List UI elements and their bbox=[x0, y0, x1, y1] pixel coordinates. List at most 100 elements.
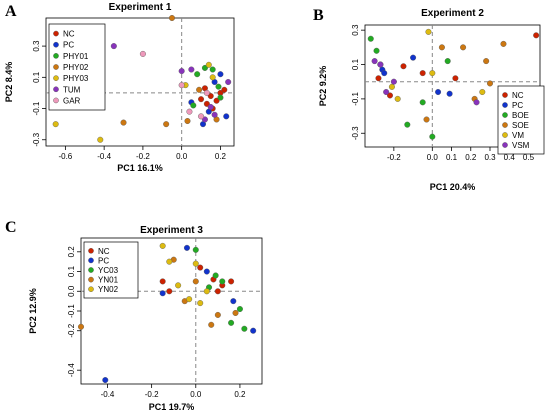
legend-marker-phy02 bbox=[53, 64, 59, 70]
point-phy02 bbox=[120, 119, 127, 126]
legend-marker-yc03 bbox=[88, 267, 94, 273]
y-tick-label: -0.3 bbox=[32, 132, 41, 146]
panel-letter: B bbox=[313, 7, 324, 24]
point-phy01 bbox=[201, 64, 208, 71]
legend-marker-tum bbox=[53, 86, 59, 93]
legend-marker-nc bbox=[88, 247, 94, 254]
legend-marker-yn01 bbox=[88, 276, 94, 283]
point-phy02 bbox=[163, 121, 170, 128]
point-vm bbox=[425, 28, 432, 35]
x-tick-label: -0.2 bbox=[145, 390, 159, 399]
point-pc bbox=[435, 89, 442, 96]
point-nc bbox=[452, 75, 459, 82]
point-phy01 bbox=[209, 66, 216, 73]
point-gar bbox=[198, 113, 205, 120]
y-tick-label: -0.1 bbox=[32, 101, 41, 115]
point-yn01 bbox=[232, 309, 239, 316]
point-pc bbox=[223, 113, 230, 120]
point-yn02 bbox=[175, 282, 182, 289]
legend-marker-boe bbox=[502, 112, 508, 118]
plot-frame bbox=[45, 17, 235, 147]
point-yn02 bbox=[192, 260, 199, 267]
legend-marker-phy01 bbox=[53, 53, 59, 59]
legend-label-boe: BOE bbox=[512, 111, 529, 120]
point-phy01 bbox=[194, 71, 201, 78]
x-tick-label: -0.4 bbox=[101, 390, 115, 399]
y-tick-label: -0.4 bbox=[67, 363, 76, 377]
point-phy01 bbox=[190, 102, 197, 109]
point-nc bbox=[166, 288, 173, 295]
point-phy03 bbox=[209, 74, 216, 81]
point-vm bbox=[479, 89, 486, 96]
x-tick-label: 0.3 bbox=[484, 153, 496, 162]
legend-label-vm: VM bbox=[512, 131, 524, 140]
point-pc bbox=[446, 90, 453, 97]
panel-a: A Experiment 1 -0.6 -0.4 -0.2 0.0 0.2 -0.3 -0.1 0… bbox=[4, 2, 235, 173]
legend-label-phy02: PHY02 bbox=[63, 63, 89, 72]
point-soe bbox=[500, 40, 507, 47]
point-phy03 bbox=[52, 121, 59, 128]
x-tick-label: 0.2 bbox=[215, 152, 227, 161]
point-yc03 bbox=[236, 306, 243, 313]
point-soe bbox=[460, 44, 467, 51]
legend-marker-vsm bbox=[502, 142, 508, 148]
point-pc bbox=[230, 298, 237, 305]
y-axis-label: PC2 8.4% bbox=[4, 62, 14, 103]
point-yn02 bbox=[186, 296, 193, 303]
point-phy03 bbox=[97, 136, 104, 143]
point-phy03 bbox=[205, 61, 212, 68]
y-tick-label: 0.3 bbox=[32, 40, 41, 52]
point-boe bbox=[367, 35, 374, 42]
point-yc03 bbox=[192, 246, 199, 253]
point-tum bbox=[201, 116, 208, 123]
x-tick-label: 0.5 bbox=[523, 153, 535, 162]
x-tick-label: -0.6 bbox=[58, 152, 72, 161]
legend-marker-pc bbox=[88, 257, 94, 264]
point-tum bbox=[207, 103, 214, 110]
point-yn02 bbox=[166, 258, 173, 265]
point-yn01 bbox=[77, 323, 84, 330]
point-nc bbox=[375, 75, 382, 82]
legend-marker-yn02 bbox=[88, 286, 94, 293]
legend-label-pc: PC bbox=[63, 41, 74, 50]
point-gar bbox=[186, 108, 193, 115]
point-nc bbox=[419, 70, 426, 77]
point-pc bbox=[203, 268, 210, 275]
point-pc bbox=[410, 54, 417, 61]
y-axis-label: PC2 9.2% bbox=[318, 66, 328, 107]
point-phy02 bbox=[196, 86, 203, 93]
point-phy02 bbox=[168, 14, 175, 21]
point-vm bbox=[394, 95, 401, 102]
point-boe bbox=[419, 99, 426, 106]
point-vm bbox=[429, 70, 436, 77]
x-axis-label: PC1 19.7% bbox=[149, 402, 195, 412]
point-nc bbox=[159, 278, 166, 285]
point-vsm bbox=[390, 78, 397, 85]
point-gar bbox=[203, 89, 210, 96]
x-tick-label: 0.0 bbox=[176, 152, 188, 161]
legend-marker-vm bbox=[502, 132, 508, 138]
panel-letter: C bbox=[5, 219, 17, 236]
point-vsm bbox=[377, 61, 384, 68]
y-tick-label: 0.1 bbox=[351, 58, 360, 70]
y-tick-label: -0.1 bbox=[351, 91, 360, 105]
panel-c: C Experiment 3 -0.4 -0.2 0.0 0.2 -0.4 -0.2 -0.1 0… bbox=[5, 219, 263, 412]
legend-label-nc: NC bbox=[63, 30, 75, 39]
point-nc bbox=[228, 278, 235, 285]
point-phy02 bbox=[184, 118, 191, 125]
point-vm bbox=[388, 83, 395, 90]
legend-label-soe: SOE bbox=[512, 121, 529, 130]
point-phy01 bbox=[215, 83, 222, 90]
legend-marker-phy03 bbox=[53, 75, 59, 81]
legend-label-phy03: PHY03 bbox=[63, 74, 89, 83]
legend-label-nc: NC bbox=[98, 247, 110, 256]
point-pc bbox=[183, 244, 190, 251]
x-tick-label: -0.2 bbox=[387, 153, 401, 162]
legend-label-tum: TUM bbox=[63, 85, 81, 94]
point-nc bbox=[221, 86, 228, 93]
x-axis-label: PC1 16.1% bbox=[117, 163, 163, 173]
legend-marker-nc bbox=[502, 92, 508, 98]
